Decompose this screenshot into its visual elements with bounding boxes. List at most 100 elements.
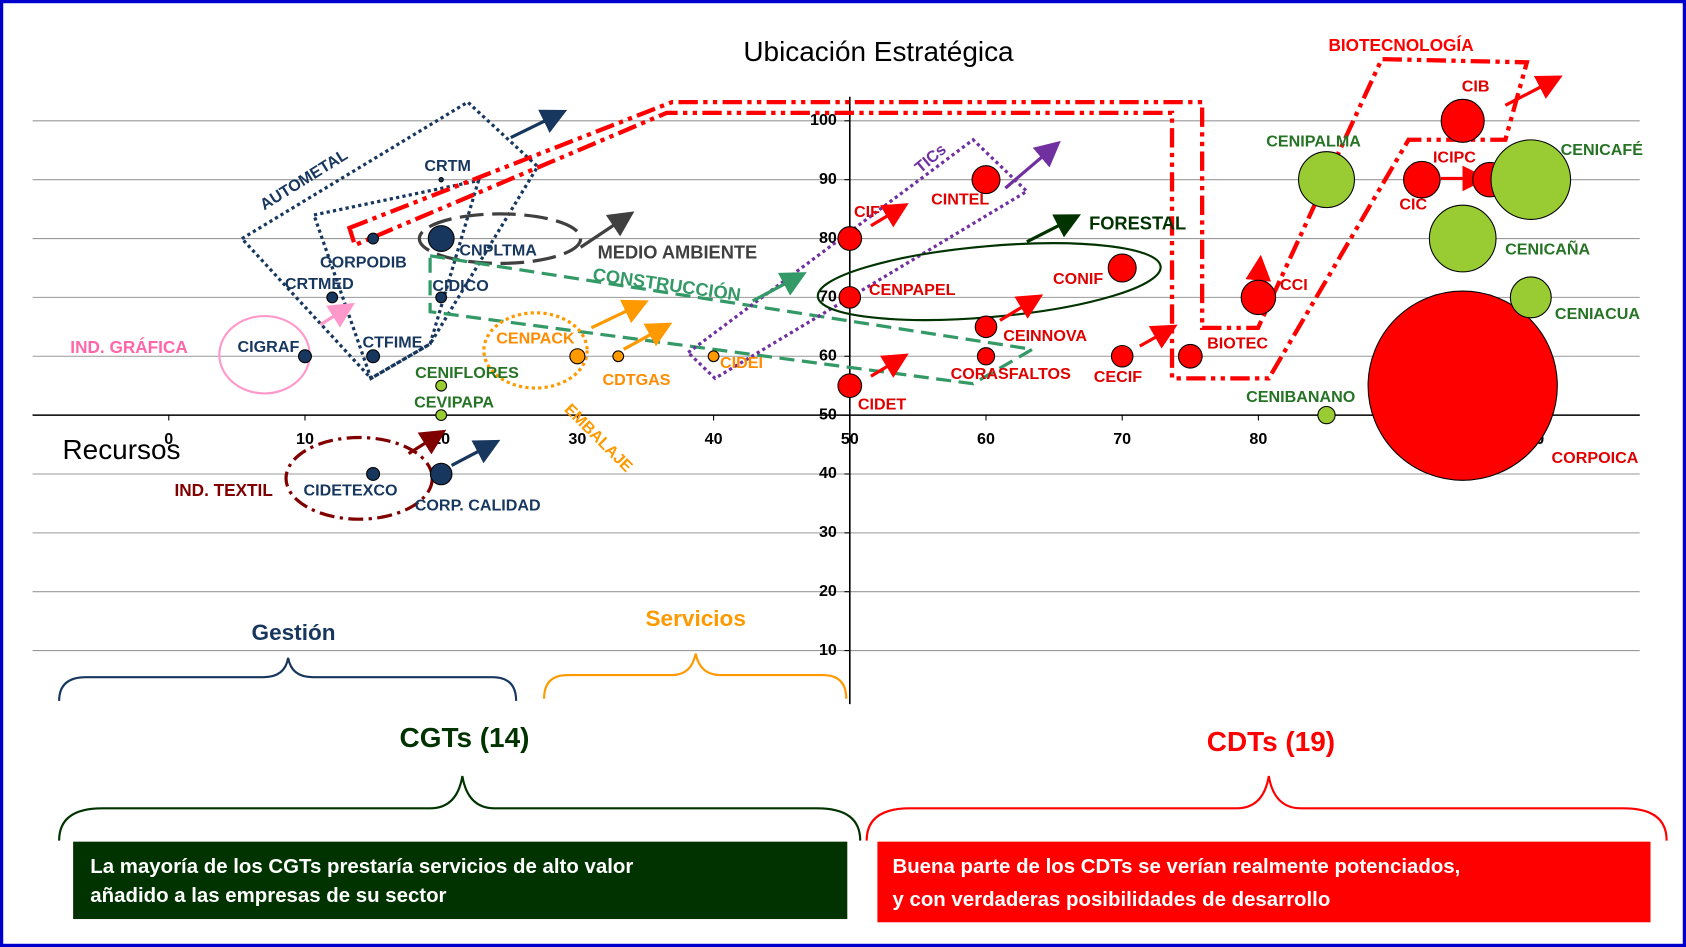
x-tick-label: 30 <box>568 430 586 448</box>
y-tick-label: 70 <box>819 288 837 306</box>
section-label: Servicios <box>646 606 746 631</box>
point-label: CRTM <box>424 157 471 175</box>
point-label: CCI <box>1280 276 1308 294</box>
x-tick-label: 80 <box>1249 430 1267 448</box>
bubble <box>1240 279 1277 316</box>
group-label: BIOTECNOLOGÍA <box>1328 35 1473 55</box>
bubble <box>976 347 996 366</box>
bubble <box>837 226 863 251</box>
group-outlines <box>218 56 1530 521</box>
point-label: CIB <box>1462 78 1490 96</box>
y-tick-label: 30 <box>819 523 837 541</box>
point-label: CENICAFÉ <box>1561 140 1644 159</box>
bubble <box>367 232 379 245</box>
section-label: CDTs (19) <box>1207 726 1335 757</box>
bubble <box>1440 98 1485 143</box>
note-text: Buena parte de los CDTs se verían realme… <box>892 856 1460 878</box>
point-label: BIOTEC <box>1207 335 1268 353</box>
point-label: CENPACK <box>496 329 575 347</box>
x-tick-label: 20 <box>432 430 450 448</box>
y-tick-label: 100 <box>810 111 837 129</box>
bubble <box>612 350 625 363</box>
bubble <box>971 165 1001 195</box>
bubble <box>366 466 381 481</box>
bubble <box>326 291 339 304</box>
point-label: CIDEI <box>720 354 763 372</box>
point-label: CENIACUA <box>1555 305 1640 323</box>
group-label: IND. GRÁFICA <box>70 337 187 357</box>
y-tick-label: 80 <box>819 229 837 247</box>
bubble <box>1509 276 1552 319</box>
bubble <box>1298 151 1355 209</box>
note-box <box>877 841 1651 923</box>
point-label: CEINNOVA <box>1003 327 1087 345</box>
point-label: CDTGAS <box>603 371 671 389</box>
note-text: La mayoría de los CGTs prestaría servici… <box>90 856 633 878</box>
section-label: CGTs (14) <box>400 722 530 753</box>
point-label: CEVIPAPA <box>414 394 494 412</box>
bubble <box>707 350 720 363</box>
point-label: CIF <box>854 203 880 221</box>
point-label: CORPODIB <box>320 254 407 272</box>
bubble <box>1317 405 1336 425</box>
point-label: CIDICO <box>432 277 488 295</box>
group-label: IND. TEXTIL <box>174 480 272 500</box>
point-label: CNPLTMA <box>459 242 537 260</box>
chart-title: Ubicación Estratégica <box>743 36 1014 67</box>
notes: La mayoría de los CGTs prestaría servici… <box>90 856 1460 911</box>
point-label: CENICAÑA <box>1505 239 1590 259</box>
point-label: CORASFALTOS <box>951 365 1072 383</box>
bubble <box>435 409 448 422</box>
braces <box>58 653 1668 841</box>
bubble <box>427 225 455 252</box>
x-tick-label: 50 <box>841 430 859 448</box>
point-label: CINTEL <box>931 190 989 208</box>
point-label: CIDETEXCO <box>304 481 398 499</box>
bubble <box>1107 253 1137 283</box>
point-label: ICIPC <box>1433 148 1476 166</box>
bubble <box>1177 343 1203 369</box>
bubble <box>1428 204 1497 273</box>
x-tick-label: 0 <box>164 430 173 448</box>
group-label: CONSTRUCCIÓN <box>592 263 743 305</box>
point-label: CIC <box>1399 196 1427 214</box>
bubble <box>1110 344 1134 368</box>
y-tick-label: 60 <box>819 347 837 365</box>
x-tick-label: 70 <box>1113 430 1131 448</box>
point-label: CENPAPEL <box>869 281 956 299</box>
point-label: CIGRAF <box>238 338 300 356</box>
point-label: CIDET <box>858 395 906 413</box>
x-tick-label: 10 <box>296 430 314 448</box>
bubble <box>1367 290 1558 481</box>
y-tick-label: 90 <box>819 170 837 188</box>
note-box <box>73 841 848 920</box>
group-label: FORESTAL <box>1089 212 1186 233</box>
bubble <box>1490 139 1572 220</box>
bubble <box>974 315 998 339</box>
note-text: añadido a las empresas de su sector <box>90 885 446 907</box>
y-tick-label: 20 <box>819 582 837 600</box>
group-label: TICs <box>912 140 950 176</box>
bubble <box>569 348 586 365</box>
x-axis-title: Recursos <box>62 434 180 465</box>
point-label: CENIPALMA <box>1266 132 1361 150</box>
bubble <box>429 462 453 486</box>
y-tick-label: 10 <box>819 641 837 659</box>
note-text: y con verdaderas posibilidades de desarr… <box>892 889 1330 911</box>
group-label: MEDIO AMBIENTE <box>598 242 758 263</box>
point-label: CECIF <box>1094 368 1142 386</box>
bubble <box>435 379 448 392</box>
bubble <box>837 373 863 399</box>
point-label: CORPOICA <box>1552 449 1639 467</box>
point-label: CRTMED <box>285 275 354 293</box>
point-label: CENIFLORES <box>415 364 519 382</box>
bubble <box>297 349 312 364</box>
bubble <box>435 291 448 304</box>
x-tick-label: 40 <box>705 430 723 448</box>
bubble <box>366 349 381 364</box>
point-label: CTFIME <box>362 334 422 352</box>
bubble <box>1403 160 1441 199</box>
x-tick-label: 60 <box>977 430 995 448</box>
